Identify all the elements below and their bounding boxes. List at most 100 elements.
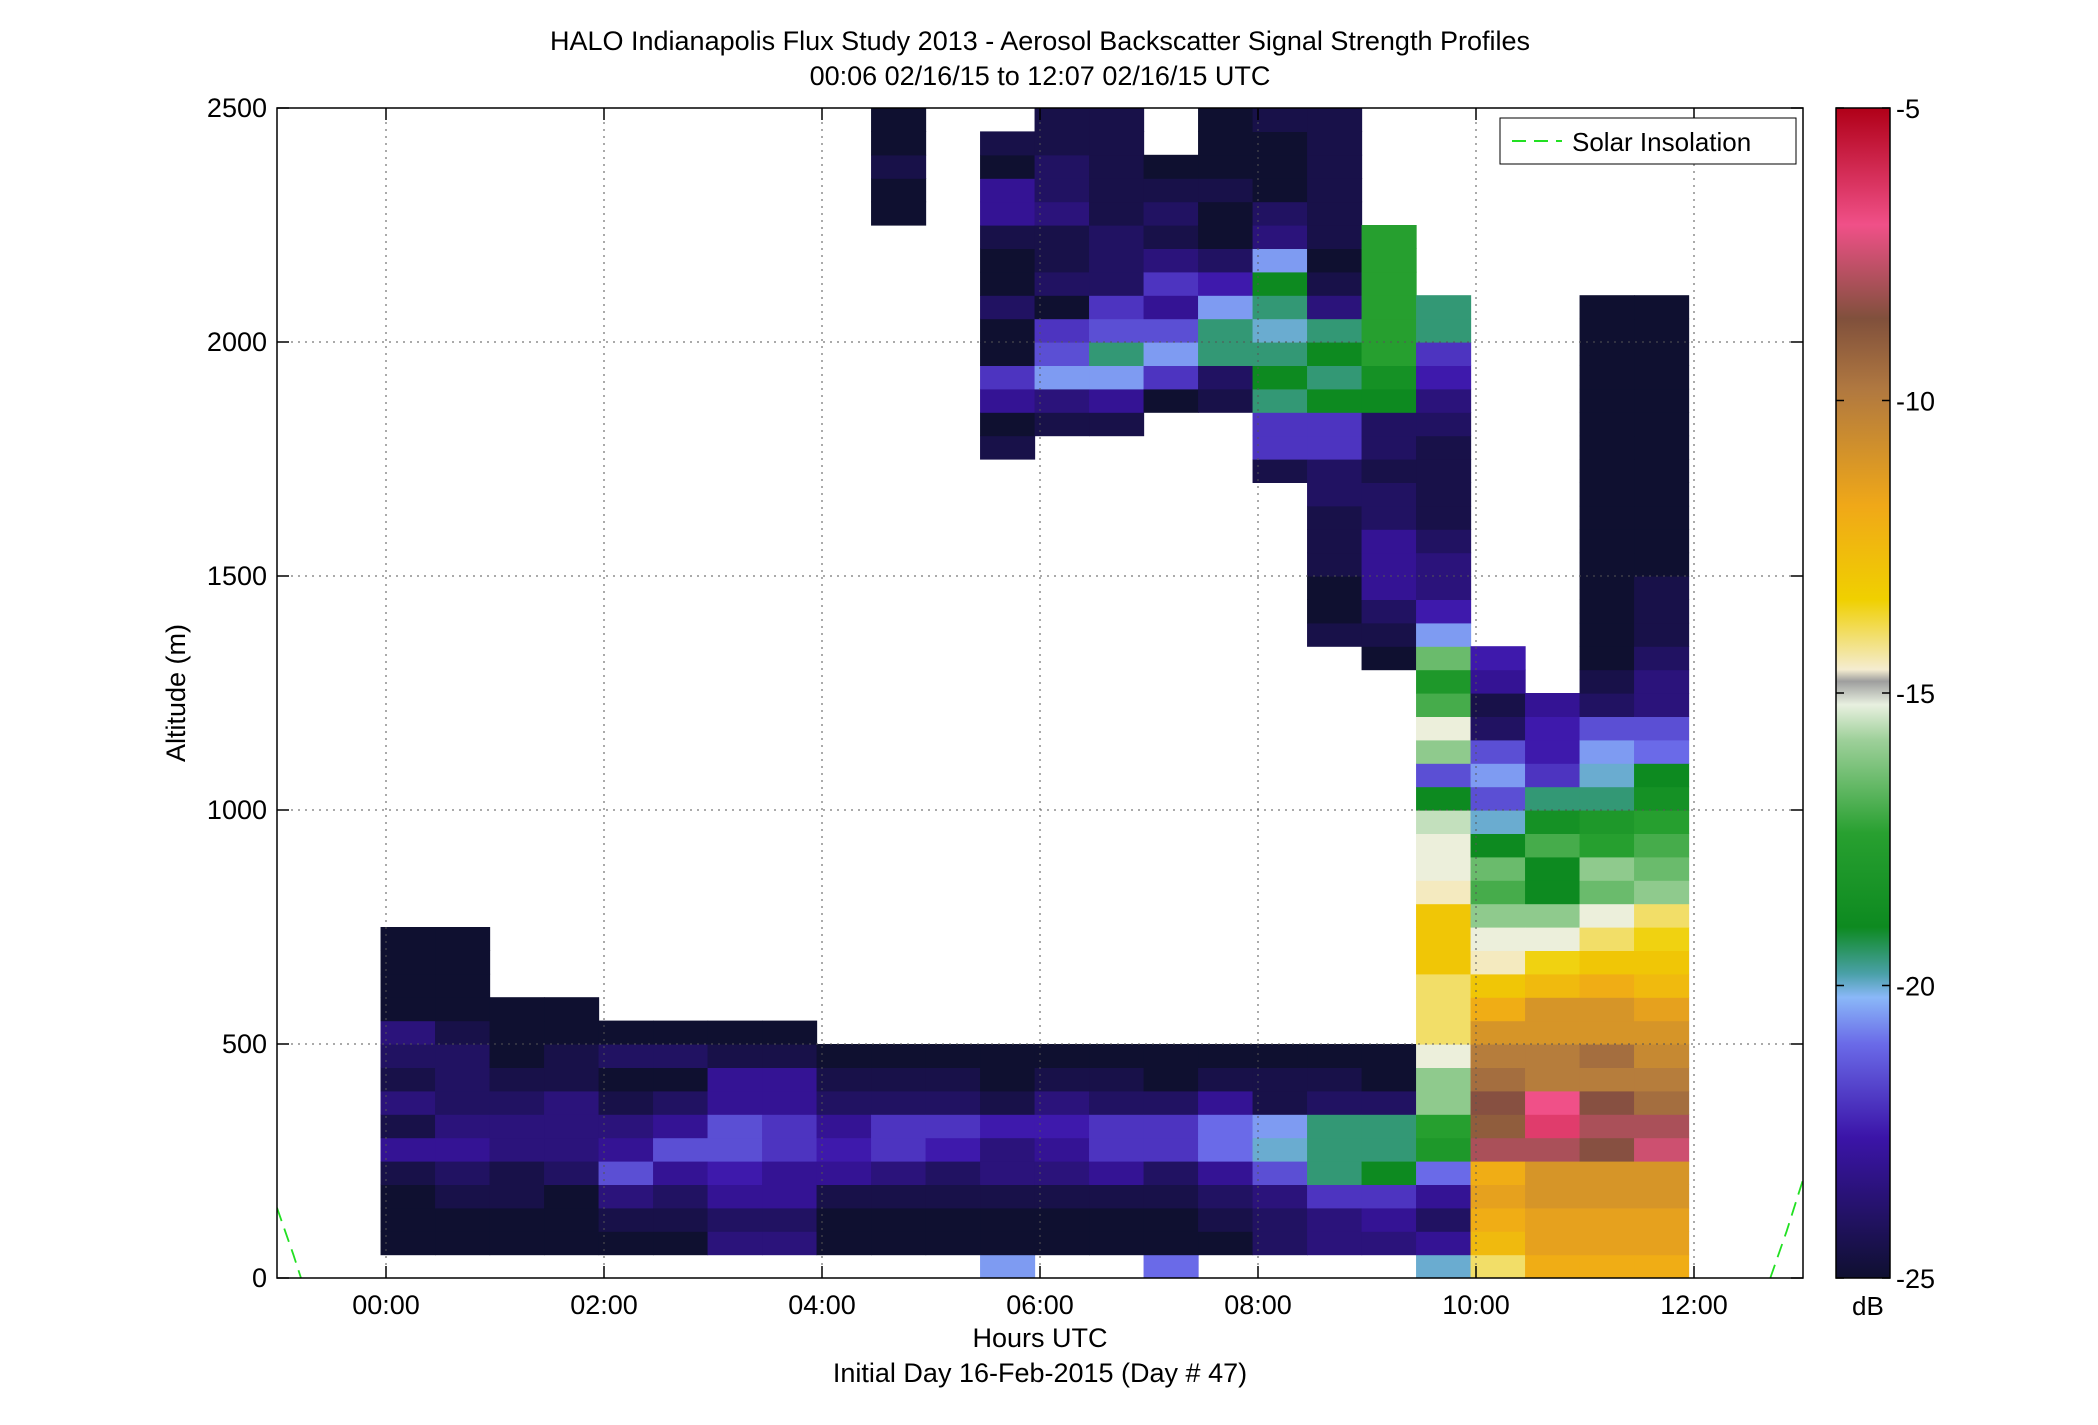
- heatmap-cell-c13-r4: [1089, 1161, 1145, 1185]
- heatmap-cell-c11-r5: [980, 1137, 1036, 1162]
- heatmap-cell-c20-r25: [1470, 669, 1526, 694]
- heatmap-cell-c6-r7: [707, 1090, 763, 1115]
- heatmap-cell-c15-r6: [1198, 1114, 1254, 1139]
- heatmap-cell-c18-r37: [1361, 388, 1417, 413]
- heatmap-cell-c23-r4: [1634, 1161, 1690, 1185]
- heatmap-cell-c20-r12: [1470, 973, 1526, 998]
- heatmap-cell-c6-r1: [707, 1231, 763, 1256]
- heatmap-cell-c2-r11: [489, 997, 545, 1022]
- heatmap-cell-c23-r28: [1634, 599, 1690, 624]
- heatmap-cell-c12-r4: [1034, 1161, 1090, 1185]
- heatmap-cell-c16-r7: [1252, 1090, 1308, 1115]
- heatmap-cell-c18-r32: [1361, 505, 1417, 530]
- heatmap-cell-c8-r4: [816, 1161, 872, 1185]
- heatmap-cell-c22-r27: [1579, 622, 1635, 647]
- heatmap-cell-c8-r7: [816, 1090, 872, 1115]
- heatmap-cell-c22-r31: [1579, 529, 1635, 554]
- heatmap-cell-c22-r29: [1579, 576, 1635, 600]
- heatmap-cell-c22-r3: [1579, 1184, 1635, 1209]
- heatmap-cell-c15-r49: [1198, 108, 1254, 132]
- heatmap-cell-c23-r5: [1634, 1137, 1690, 1162]
- heatmap-cell-c18-r29: [1361, 576, 1417, 600]
- heatmap-cell-c19-r38: [1416, 365, 1472, 390]
- heatmap-cell-c6-r8: [707, 1067, 763, 1092]
- heatmap-cell-c11-r35: [980, 435, 1036, 460]
- heatmap-cell-c17-r9: [1307, 1044, 1363, 1068]
- heatmap-cell-c18-r34: [1361, 459, 1417, 483]
- heatmap-cell-c23-r38: [1634, 365, 1690, 390]
- x-axis: 00:00 02:00 04:00 06:00 08:00 10:00 12:00: [352, 108, 1728, 1320]
- heatmap-cell-c21-r7: [1525, 1090, 1581, 1115]
- heatmap-cell-c2-r8: [489, 1067, 545, 1092]
- heatmap-cell-c23-r1: [1634, 1231, 1690, 1256]
- heatmap-cell-c15-r4: [1198, 1161, 1254, 1185]
- heatmap-cell-c5-r5: [653, 1137, 709, 1162]
- heatmap-cell-c16-r44: [1252, 225, 1308, 249]
- heatmap-cell-c16-r1: [1252, 1231, 1308, 1256]
- x-axis-sublabel: Initial Day 16-Feb-2015 (Day # 47): [833, 1358, 1247, 1388]
- heatmap-cell-c18-r44: [1361, 225, 1417, 249]
- heatmap-cell-c1-r5: [435, 1137, 491, 1162]
- heatmap-cell-c17-r45: [1307, 201, 1363, 226]
- x-tick-label-4: 08:00: [1224, 1290, 1292, 1320]
- heatmap-cell-c15-r3: [1198, 1184, 1254, 1209]
- heatmap-cell-c8-r3: [816, 1184, 872, 1209]
- heatmap-cell-c23-r23: [1634, 716, 1690, 741]
- heatmap-cell-c15-r9: [1198, 1044, 1254, 1068]
- heatmap-cell-c19-r13: [1416, 950, 1472, 975]
- heatmap-cell-c14-r2: [1143, 1207, 1199, 1232]
- heatmap-cell-c2-r2: [489, 1207, 545, 1232]
- heatmap-cell-c16-r38: [1252, 365, 1308, 390]
- heatmap-cell-c10-r1: [925, 1231, 981, 1256]
- heatmap-cell-c4-r7: [598, 1090, 654, 1115]
- heatmap-cell-c13-r49: [1089, 108, 1145, 132]
- heatmap-cell-c12-r47: [1034, 154, 1090, 179]
- heatmap-cell-c19-r39: [1416, 342, 1472, 366]
- heatmap-cell-c9-r8: [871, 1067, 927, 1092]
- heatmap-cell-c0-r12: [380, 973, 436, 998]
- heatmap-cell-c0-r5: [380, 1137, 436, 1162]
- heatmap-cell-c19-r23: [1416, 716, 1472, 741]
- y-tick-label-1: 500: [222, 1029, 267, 1059]
- heatmap-cell-c1-r1: [435, 1231, 491, 1256]
- heatmap-cell-c21-r10: [1525, 1020, 1581, 1045]
- heatmap-cell-c17-r33: [1307, 482, 1363, 507]
- heatmap-cell-c15-r40: [1198, 318, 1254, 343]
- colorbar-tick-label-2: -15: [1896, 679, 1935, 709]
- heatmap-cell-c16-r37: [1252, 388, 1308, 413]
- heatmap-cell-c13-r43: [1089, 248, 1145, 273]
- heatmap-cell-c16-r42: [1252, 271, 1308, 296]
- heatmap-cell-c22-r22: [1579, 739, 1635, 764]
- heatmap-cell-c23-r0: [1634, 1254, 1690, 1278]
- heatmap-cell-c15-r8: [1198, 1067, 1254, 1092]
- heatmap-cell-c14-r5: [1143, 1137, 1199, 1162]
- heatmap-cell-c14-r39: [1143, 342, 1199, 366]
- heatmap-cell-c11-r4: [980, 1161, 1036, 1185]
- heatmap-cell-c23-r33: [1634, 482, 1690, 507]
- colorbar-tick-label-4: -25: [1896, 1264, 1935, 1294]
- heatmap-cell-c19-r4: [1416, 1161, 1472, 1185]
- heatmap-cell-c4-r10: [598, 1020, 654, 1045]
- heatmap-cell-c11-r1: [980, 1231, 1036, 1256]
- heatmap-cell-c23-r2: [1634, 1207, 1690, 1232]
- heatmap-cell-c14-r40: [1143, 318, 1199, 343]
- x-axis-label: Hours UTC: [972, 1323, 1107, 1353]
- heatmap-cell-c12-r40: [1034, 318, 1090, 343]
- heatmap-cell-c8-r5: [816, 1137, 872, 1162]
- heatmap-cell-c15-r45: [1198, 201, 1254, 226]
- heatmap-cell-c8-r8: [816, 1067, 872, 1092]
- heatmap-cell-c11-r36: [980, 412, 1036, 437]
- heatmap-cell-c9-r46: [871, 178, 927, 203]
- heatmap-cell-c19-r3: [1416, 1184, 1472, 1209]
- heatmap-cell-c13-r47: [1089, 154, 1145, 179]
- heatmap-cell-c22-r12: [1579, 973, 1635, 998]
- heatmap-cell-c9-r1: [871, 1231, 927, 1256]
- heatmap-cell-c21-r4: [1525, 1161, 1581, 1185]
- heatmap-cell-c18-r30: [1361, 552, 1417, 577]
- heatmap-cell-c22-r17: [1579, 856, 1635, 881]
- heatmap-cell-c23-r3: [1634, 1184, 1690, 1209]
- heatmap-cell-c11-r7: [980, 1090, 1036, 1115]
- heatmap-cell-c19-r0: [1416, 1254, 1472, 1278]
- heatmap-cell-c17-r36: [1307, 412, 1363, 437]
- heatmap-cell-c11-r6: [980, 1114, 1036, 1139]
